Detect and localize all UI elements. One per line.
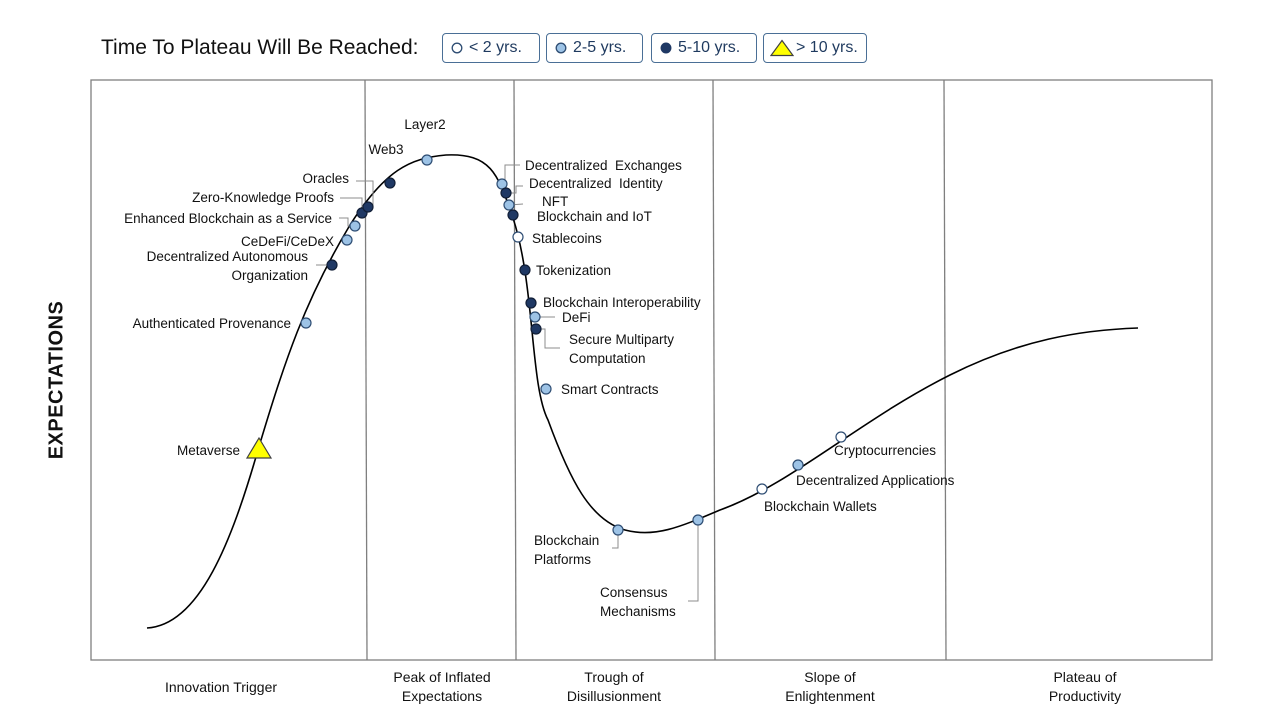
label-cedefi-cedex: CeDeFi/CeDeX bbox=[241, 234, 334, 249]
legend-title: Time To Plateau Will Be Reached: bbox=[101, 36, 419, 59]
phase-plateau: Plateau of Productivity bbox=[1049, 668, 1121, 706]
label-blockchain-wallets: Blockchain Wallets bbox=[764, 499, 877, 514]
marker-secure-multiparty-computation bbox=[530, 323, 542, 335]
phase-trough: Trough of Disillusionment bbox=[567, 668, 661, 706]
legend-label: < 2 yrs. bbox=[469, 39, 522, 56]
label-consensus-mechanisms: Consensus Mechanisms bbox=[600, 585, 676, 619]
phase-label: Productivity bbox=[1048, 688, 1122, 704]
legend-item-2to5: 2-5 yrs. bbox=[546, 33, 643, 63]
legend-label: > 10 yrs. bbox=[796, 39, 858, 56]
label-nft: NFT bbox=[542, 194, 568, 209]
marker-web3 bbox=[384, 177, 396, 189]
light-blue-circle-icon bbox=[555, 42, 567, 54]
phase-divider bbox=[712, 79, 716, 661]
label-cryptocurrencies: Cryptocurrencies bbox=[834, 443, 936, 458]
label-secure-multiparty-computation: Secure Multiparty Computation bbox=[569, 332, 674, 366]
legend-label: 2-5 yrs. bbox=[573, 39, 627, 56]
legend-item-lt2: < 2 yrs. bbox=[442, 33, 540, 63]
legend-item-gt10: > 10 yrs. bbox=[763, 33, 867, 63]
marker-tokenization bbox=[519, 264, 531, 276]
label-decentralized-autonomous-organization: Decentralized Autonomous Organization bbox=[147, 249, 309, 283]
marker-cryptocurrencies bbox=[835, 431, 847, 443]
marker-layer2 bbox=[421, 154, 433, 166]
label-blockchain-interoperability: Blockchain Interoperability bbox=[543, 295, 701, 310]
phase-label: Innovation Trigger bbox=[164, 679, 278, 695]
marker-oracles bbox=[362, 201, 374, 213]
marker-smart-contracts bbox=[540, 383, 552, 395]
technology-labels: Metaverse Authenticated Provenance Decentr… bbox=[124, 117, 954, 619]
label-blockchain-and-iot: Blockchain and IoT bbox=[537, 209, 652, 224]
y-axis-label: EXPECTATIONS bbox=[45, 300, 68, 460]
marker-authenticated-provenance bbox=[300, 317, 312, 329]
legend-label: 5-10 yrs. bbox=[678, 39, 741, 56]
marker-defi bbox=[529, 311, 541, 323]
label-decentralized-identity: Decentralized Identity bbox=[529, 176, 663, 191]
connector-line bbox=[688, 520, 699, 602]
plot-frame bbox=[90, 79, 1213, 661]
phase-label: Slope of bbox=[804, 669, 856, 685]
label-zero-knowledge-proofs: Zero-Knowledge Proofs bbox=[192, 190, 334, 205]
phase-label: Trough of bbox=[584, 669, 644, 685]
label-decentralized-applications: Decentralized Applications bbox=[796, 473, 955, 488]
label-smart-contracts: Smart Contracts bbox=[561, 382, 659, 397]
phase-label: Disillusionment bbox=[566, 688, 662, 704]
marker-decentralized-autonomous-organization bbox=[326, 259, 338, 271]
phase-divider bbox=[943, 79, 947, 661]
label-tokenization: Tokenization bbox=[536, 263, 611, 278]
phase-label: Peak of Inflated bbox=[393, 669, 491, 685]
technology-markers bbox=[245, 154, 847, 536]
marker-stablecoins bbox=[512, 231, 524, 243]
label-metaverse: Metaverse bbox=[177, 443, 240, 458]
dark-blue-circle-icon bbox=[660, 42, 672, 54]
hype-curve bbox=[146, 154, 1139, 629]
marker-metaverse bbox=[245, 436, 273, 459]
marker-consensus-mechanisms bbox=[692, 514, 704, 526]
phase-slope: Slope of Enlightenment bbox=[785, 668, 875, 706]
phase-label: Enlightenment bbox=[785, 688, 875, 704]
yellow-triangle-icon bbox=[770, 39, 794, 57]
phase-divider bbox=[364, 79, 368, 661]
phase-label: Expectations bbox=[401, 688, 483, 704]
label-layer2: Layer2 bbox=[404, 117, 445, 132]
label-stablecoins: Stablecoins bbox=[532, 231, 602, 246]
connector-line bbox=[612, 530, 619, 549]
label-authenticated-provenance: Authenticated Provenance bbox=[133, 316, 291, 331]
marker-enhanced-blockchain-as-a-service bbox=[349, 220, 361, 232]
marker-nft bbox=[503, 199, 515, 211]
marker-decentralized-applications bbox=[792, 459, 804, 471]
label-web3: Web3 bbox=[368, 142, 403, 157]
marker-blockchain-and-iot bbox=[507, 209, 519, 221]
phase-peak: Peak of Inflated Expectations bbox=[393, 668, 490, 706]
marker-decentralized-identity bbox=[500, 187, 512, 199]
phase-label: Plateau of bbox=[1053, 669, 1117, 685]
label-blockchain-platforms: Blockchain Platforms bbox=[534, 533, 599, 567]
label-oracles: Oracles bbox=[302, 171, 349, 186]
phase-innovation-trigger: Innovation Trigger bbox=[165, 678, 277, 697]
marker-decentralized-exchanges bbox=[496, 178, 508, 190]
marker-blockchain-interoperability bbox=[525, 297, 537, 309]
legend-item-5to10: 5-10 yrs. bbox=[651, 33, 757, 63]
marker-cedefi-cedex bbox=[341, 234, 353, 246]
marker-blockchain-platforms bbox=[612, 524, 624, 536]
marker-blockchain-wallets bbox=[756, 483, 768, 495]
phase-divider bbox=[513, 79, 517, 661]
label-defi: DeFi bbox=[562, 310, 591, 325]
label-decentralized-exchanges: Decentralized Exchanges bbox=[525, 158, 682, 173]
label-enhanced-blockchain-as-a-service: Enhanced Blockchain as a Service bbox=[124, 211, 332, 226]
white-circle-icon bbox=[451, 42, 463, 54]
